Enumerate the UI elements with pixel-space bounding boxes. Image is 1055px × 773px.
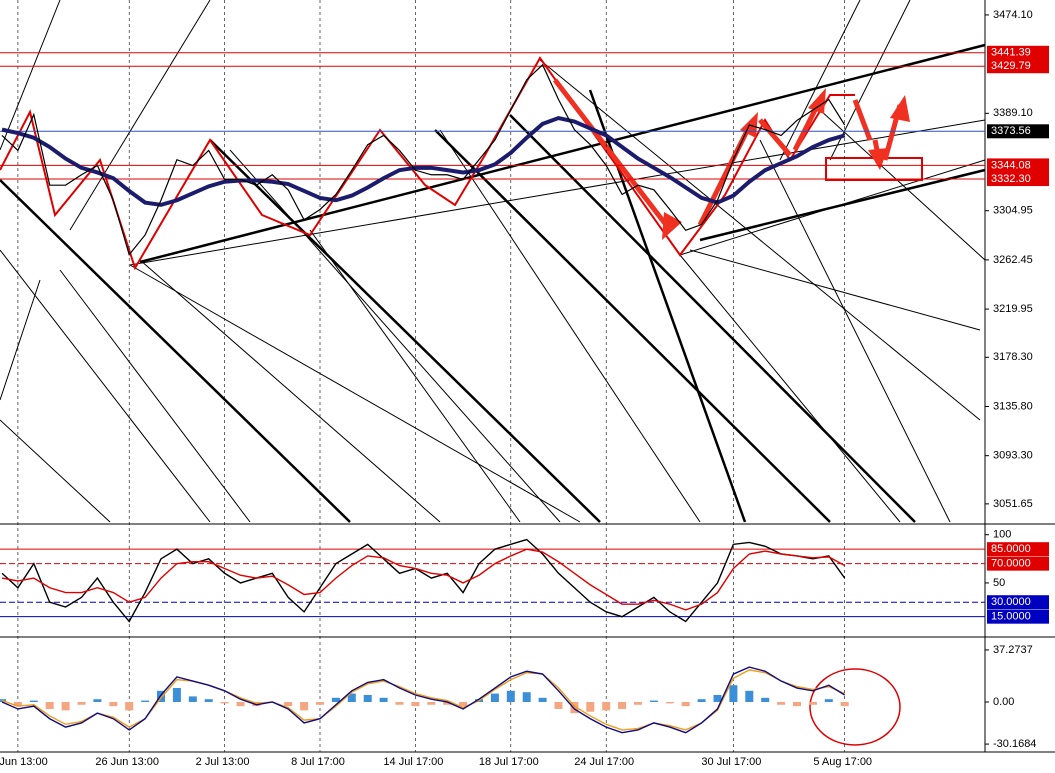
y-tick-label: -30.1684: [993, 738, 1036, 750]
y-tick-label: 3178.30: [993, 351, 1033, 363]
histogram-bar: [172, 688, 181, 702]
series-line: [1, 548, 846, 611]
histogram-bar: [411, 701, 420, 707]
level-label: 15.0000: [991, 611, 1031, 623]
histogram-bar: [761, 697, 770, 702]
level-label: 70.0000: [991, 558, 1031, 570]
histogram-bar: [284, 701, 293, 707]
histogram-bar: [649, 700, 658, 702]
histogram-bar: [713, 695, 722, 702]
histogram-bar: [681, 701, 690, 707]
histogram-bar: [554, 701, 563, 709]
level-label-box: [987, 59, 1049, 74]
series-line: [1, 666, 846, 734]
y-tick-label: 3474.10: [993, 9, 1033, 21]
level-label-box: [987, 124, 1049, 139]
histogram-bar: [347, 693, 356, 702]
y-tick-label: 3051.65: [993, 498, 1033, 510]
histogram-bar: [316, 701, 324, 705]
histogram-bar: [395, 701, 404, 705]
level-label-box: [987, 595, 1049, 610]
histogram-bar: [61, 701, 70, 711]
histogram-bar: [618, 701, 627, 709]
x-tick-label: 5 Aug 17:00: [813, 756, 872, 768]
histogram-bar: [443, 701, 452, 705]
histogram-bar: [188, 696, 197, 702]
x-tick-label: 20 Jun 13:00: [0, 756, 48, 768]
histogram-bar: [13, 701, 22, 707]
level-label-box: [987, 158, 1049, 173]
y-tick-label: 3389.10: [993, 107, 1033, 119]
histogram-bar: [777, 701, 786, 705]
histogram-bar: [236, 701, 245, 707]
x-tick-label: 8 Jul 17:00: [291, 756, 345, 768]
y-tick-label: 100: [993, 529, 1011, 541]
y-tick-label: 3135.80: [993, 400, 1033, 412]
histogram-bar: [506, 690, 515, 702]
series-line: [1, 115, 846, 207]
y-tick-label: 3219.95: [993, 303, 1033, 315]
histogram-bar: [793, 701, 801, 707]
level-label: 30.0000: [991, 596, 1031, 608]
histogram-bar: [220, 701, 229, 704]
histogram-bar: [204, 699, 213, 702]
level-label: 3441.39: [991, 47, 1031, 59]
histogram-bar: [300, 701, 309, 711]
histogram-bar: [29, 700, 38, 702]
histogram-bar: [77, 701, 86, 705]
histogram-bar: [125, 701, 134, 711]
x-tick-label: 2 Jul 13:00: [196, 756, 250, 768]
price-line: [1, 63, 846, 256]
y-tick-label: 50: [993, 577, 1005, 589]
level-label: 3373.56: [991, 125, 1031, 137]
histogram-bar: [427, 701, 436, 705]
x-tick-label: 14 Jul 17:00: [383, 756, 443, 768]
x-tick-label: 26 Jun 13:00: [95, 756, 159, 768]
x-tick-label: 30 Jul 17:00: [701, 756, 761, 768]
y-tick-label: 3262.45: [993, 254, 1033, 266]
histogram-bar: [538, 697, 547, 702]
histogram-bar: [363, 695, 372, 702]
histogram-bar: [331, 697, 340, 702]
level-label: 85.0000: [991, 543, 1031, 555]
histogram-bar: [729, 685, 738, 702]
level-label: 3332.30: [991, 173, 1031, 185]
histogram-bar: [522, 692, 531, 702]
histogram-bar: [634, 701, 642, 705]
histogram-bar: [824, 699, 833, 702]
decorations: [0, 0, 1055, 753]
histogram-bar: [459, 701, 468, 707]
histogram-bar: [570, 701, 579, 714]
level-label-box: [987, 542, 1049, 557]
histogram-bar: [157, 690, 165, 702]
histogram-bar: [141, 700, 150, 702]
histogram-bar: [665, 701, 674, 704]
histogram-bar: [808, 701, 817, 705]
level-label-box: [987, 45, 1049, 60]
y-tick-label: 0.00: [993, 696, 1014, 708]
x-tick-label: 18 Jul 17:00: [479, 756, 539, 768]
level-label: 3429.79: [991, 60, 1031, 72]
histogram-bar: [602, 701, 611, 711]
level-label: 3344.08: [991, 159, 1031, 171]
level-label-box: [987, 172, 1049, 187]
y-tick-label: 3304.95: [993, 205, 1033, 217]
y-tick-label: 3093.30: [993, 450, 1033, 462]
histogram-bar: [45, 701, 54, 709]
y-tick-label: 37.2737: [993, 644, 1033, 656]
level-label-box: [987, 556, 1049, 571]
histogram-bar: [586, 701, 595, 712]
histogram-bar: [697, 699, 706, 702]
histogram-bar: [109, 701, 118, 707]
histogram-bar: [490, 693, 499, 702]
histogram-bar: [745, 690, 754, 702]
level-label-box: [987, 609, 1049, 624]
histogram-bar: [840, 701, 849, 707]
histogram-bar: [379, 697, 388, 702]
series-line: [1, 538, 846, 623]
x-tick-label: 24 Jul 17:00: [574, 756, 634, 768]
histogram-bar: [93, 699, 102, 702]
